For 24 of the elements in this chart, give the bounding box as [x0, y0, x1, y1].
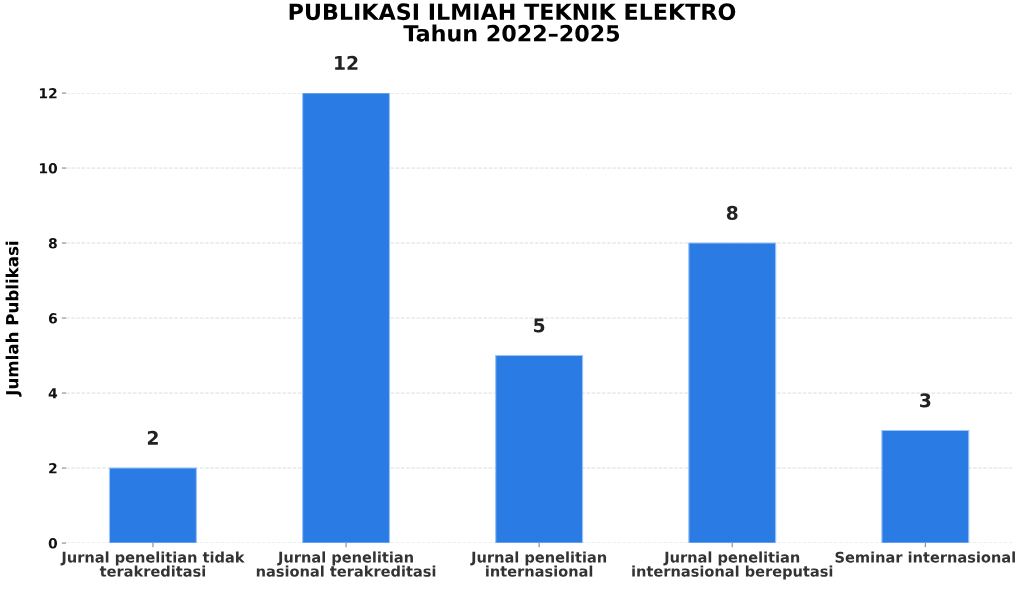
y-tick-label: 4 [48, 388, 58, 399]
y-tick-label: 6 [48, 313, 57, 324]
bar [302, 93, 391, 544]
data-label: 3 [920, 393, 931, 408]
y-tick-label: 10 [39, 163, 58, 174]
y-axis-title: Jumlah Publikasi [5, 241, 22, 397]
x-tick-label: Jurnal penelitian tidak terakreditasi [60, 551, 245, 577]
chart-title: PUBLIKASI ILMIAH TEKNIK ELEKTRO Tahun 2022–2025 [289, 3, 736, 42]
y-tick-label: 2 [49, 463, 57, 474]
bar [881, 430, 970, 544]
x-tick-label: Jurnal penelitian nasional terakreditasi [256, 551, 436, 577]
y-tick-label: 8 [48, 238, 57, 249]
data-label: 12 [335, 55, 358, 70]
data-label: 2 [147, 430, 158, 445]
bar [495, 355, 584, 544]
data-label: 5 [534, 318, 545, 333]
x-tick-label: Jurnal penelitian internasional [470, 551, 607, 577]
y-tick-label: 12 [39, 88, 57, 99]
data-label: 8 [726, 205, 738, 220]
y-tick-label: 0 [48, 538, 58, 549]
bar [108, 467, 197, 544]
bar [688, 242, 777, 544]
x-tick-label: Seminar internasional [835, 551, 1015, 563]
x-tick-label: Jurnal penelitian internasional bereputasi [632, 551, 833, 580]
